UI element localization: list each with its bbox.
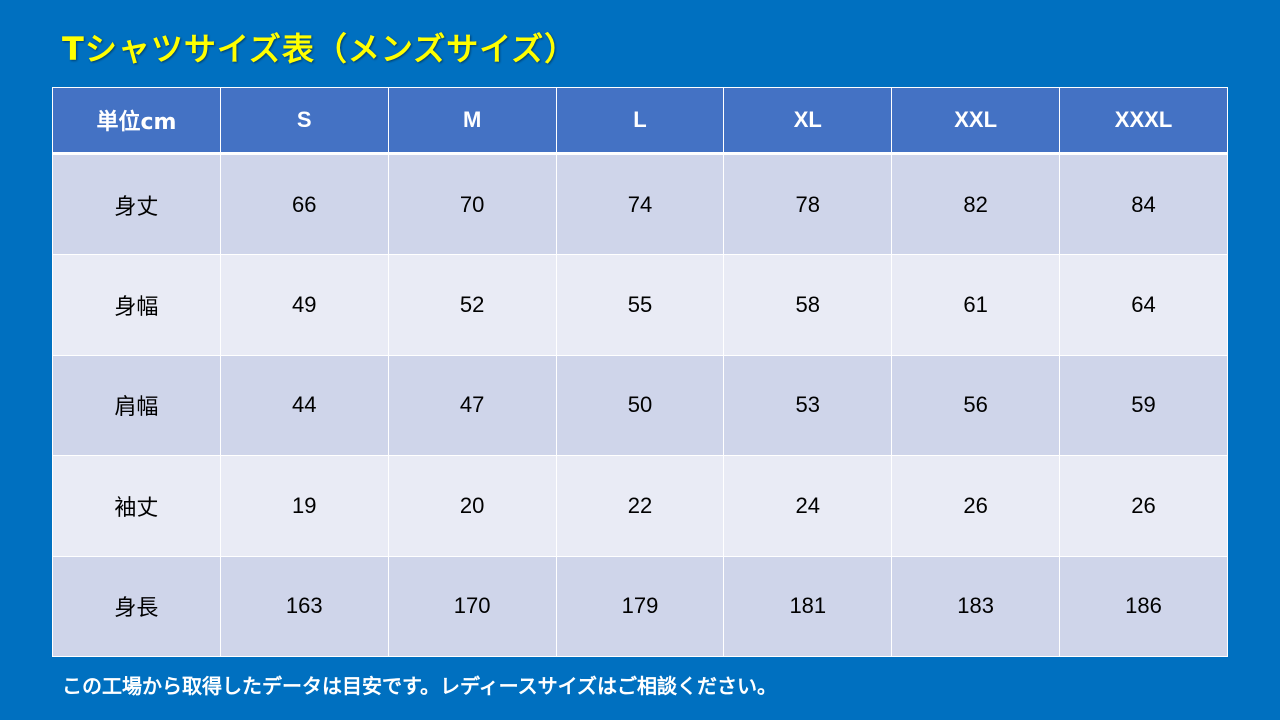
table-row-body-width: 身幅 49 52 55 58 61 64 [52, 254, 1228, 356]
table-cell: 19 [219, 455, 389, 557]
size-header-s: S [219, 87, 389, 155]
table-row-height: 身長 163 170 179 181 183 186 [52, 555, 1228, 658]
table-cell: 24 [723, 455, 893, 557]
table-cell: 49 [219, 254, 389, 356]
row-label: 身丈 [52, 152, 221, 256]
table-cell: 47 [387, 354, 557, 457]
table-cell: 186 [1059, 555, 1228, 658]
table-cell: 183 [891, 555, 1061, 658]
table-row-sleeve-length: 袖丈 19 20 22 24 26 26 [52, 455, 1228, 557]
size-header-m: M [387, 87, 557, 155]
table-cell: 55 [555, 254, 725, 356]
row-label: 袖丈 [52, 455, 221, 557]
table-cell: 20 [387, 455, 557, 557]
size-header-l: L [555, 87, 725, 155]
footnote: この工場から取得したデータは目安です。レディースサイズはご相談ください。 [62, 674, 777, 698]
table-cell: 163 [219, 555, 389, 658]
size-header-xxl: XXL [891, 87, 1061, 155]
size-header-xl: XL [723, 87, 893, 155]
table-row-body-length: 身丈 66 70 74 78 82 84 [52, 152, 1228, 256]
table-cell: 78 [723, 152, 893, 256]
size-table: 単位cm S M L XL XXL XXXL 身丈 66 70 74 78 82… [52, 87, 1228, 658]
table-cell: 56 [891, 354, 1061, 457]
table-cell: 58 [723, 254, 893, 356]
table-cell: 26 [891, 455, 1061, 557]
row-label: 身幅 [52, 254, 221, 356]
table-cell: 181 [723, 555, 893, 658]
row-label: 身長 [52, 555, 221, 658]
table-cell: 70 [387, 152, 557, 256]
size-header-xxxl: XXXL [1059, 87, 1228, 155]
unit-header: 単位cm [52, 87, 221, 155]
table-cell: 74 [555, 152, 725, 256]
table-cell: 52 [387, 254, 557, 356]
table-cell: 22 [555, 455, 725, 557]
page-title: Tシャツサイズ表（メンズサイズ） [62, 30, 578, 68]
table-cell: 64 [1059, 254, 1228, 356]
table-cell: 59 [1059, 354, 1228, 457]
table-cell: 50 [555, 354, 725, 457]
table-cell: 179 [555, 555, 725, 658]
table-cell: 170 [387, 555, 557, 658]
table-row-shoulder-width: 肩幅 44 47 50 53 56 59 [52, 354, 1228, 457]
table-cell: 66 [219, 152, 389, 256]
table-header-row: 単位cm S M L XL XXL XXXL [52, 87, 1228, 155]
row-label: 肩幅 [52, 354, 221, 457]
table-cell: 53 [723, 354, 893, 457]
table-cell: 82 [891, 152, 1061, 256]
table-cell: 26 [1059, 455, 1228, 557]
table-cell: 84 [1059, 152, 1228, 256]
table-cell: 61 [891, 254, 1061, 356]
table-cell: 44 [219, 354, 389, 457]
